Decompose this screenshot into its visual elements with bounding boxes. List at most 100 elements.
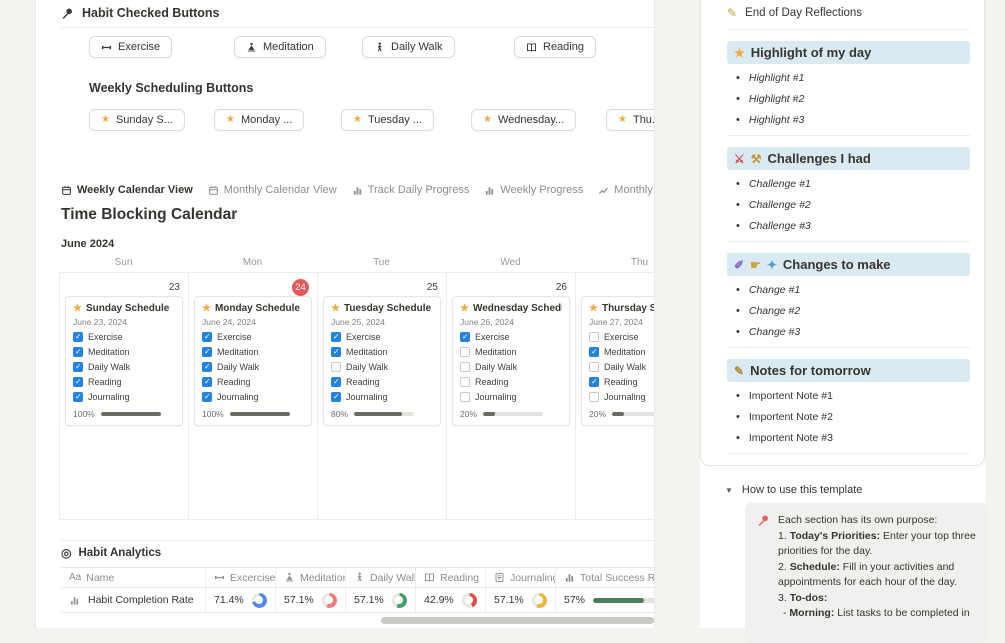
item-text: Challenge #2	[748, 199, 811, 211]
checkbox[interactable]	[589, 392, 599, 402]
card-title-row: ★ Wednesday Schedule	[460, 303, 562, 314]
value-cell-exercise: 71.4%	[206, 588, 276, 612]
item-text: Change #3	[748, 326, 801, 338]
bullet-icon: •	[736, 305, 740, 317]
analytics-table: Aa Name Excercise Meditation Daily Walk …	[61, 567, 654, 613]
habit-label: Exercise	[88, 332, 123, 342]
tab-monthly-calendar-view[interactable]: Monthly Calendar View	[208, 184, 337, 196]
habit-button-reading[interactable]: Reading	[514, 36, 596, 58]
weekly-scheduling-title: Weekly Scheduling Buttons	[89, 81, 254, 95]
howto-intro: Each section has its own purpose:	[778, 514, 938, 526]
weekly-button-thursday[interactable]: ★ Thu...	[606, 109, 654, 131]
habit-button-exercise[interactable]: Exercise	[89, 36, 173, 58]
checkbox[interactable]	[589, 362, 599, 372]
column-header-total-success[interactable]: Total Success Ra	[556, 568, 654, 587]
right-column: ✎ End of Day Reflections ★ Highlight of …	[700, 0, 988, 643]
habit-button-meditation[interactable]: Meditation	[234, 36, 326, 58]
card-date: June 26, 2024	[460, 317, 514, 327]
date-number: 25	[426, 282, 438, 293]
checkbox[interactable]	[589, 377, 599, 387]
text-type-icon: Aa	[69, 572, 82, 583]
checkbox[interactable]	[73, 347, 83, 357]
weekday-label: Mon	[242, 257, 263, 268]
habit-label: Reading	[88, 377, 122, 387]
habit-row: Daily Walk	[589, 362, 654, 372]
column-header-meditation[interactable]: Meditation	[276, 568, 346, 587]
tab-weekly-calendar-view[interactable]: Weekly Calendar View	[61, 184, 193, 196]
checkbox[interactable]	[460, 332, 470, 342]
checkbox[interactable]	[202, 347, 212, 357]
list-item: • Highlight #2	[736, 93, 970, 106]
star-icon: ★	[483, 114, 492, 125]
howto-toggle[interactable]: ▼ How to use this template	[725, 484, 862, 496]
reflections-title-row: ✎ End of Day Reflections	[727, 5, 970, 21]
progress-row: 100%	[202, 409, 304, 419]
schedule-card-wednesday[interactable]: ★ Wednesday Schedule June 26, 2024 Exerc…	[452, 296, 570, 426]
column-header-journaling[interactable]: Journaling	[486, 568, 556, 587]
checkbox[interactable]	[73, 362, 83, 372]
horizontal-scrollbar[interactable]	[381, 617, 654, 624]
checkbox[interactable]	[589, 332, 599, 342]
checkbox[interactable]	[331, 362, 341, 372]
checkbox[interactable]	[460, 392, 470, 402]
progress-bar-fill	[483, 412, 496, 416]
section-title: Highlight of my day	[750, 45, 872, 60]
list-item: • Importent Note #3	[736, 432, 970, 445]
book-icon	[526, 42, 537, 53]
calendar-icon	[61, 185, 72, 196]
weekly-button-wednesday[interactable]: ★ Wednesday...	[471, 109, 577, 131]
checkbox[interactable]	[331, 347, 341, 357]
checkbox[interactable]	[202, 377, 212, 387]
exercise-icon	[214, 572, 225, 583]
checkbox[interactable]	[73, 392, 83, 402]
progress-bar	[483, 412, 544, 416]
checkbox[interactable]	[331, 392, 341, 402]
item-text: Importent Note #3	[748, 432, 833, 444]
checkbox[interactable]	[73, 332, 83, 342]
card-title-row: ★ Sunday Schedule	[73, 303, 175, 314]
bullet-icon: •	[736, 220, 740, 232]
column-header-daily-walk[interactable]: Daily Walk	[346, 568, 416, 587]
schedule-card-sunday[interactable]: ★ Sunday Schedule June 23, 2024 Exercise…	[65, 296, 183, 426]
habit-row: Exercise	[460, 332, 562, 342]
habit-button-daily-walk[interactable]: Daily Walk	[362, 36, 455, 58]
progress-label: 100%	[202, 409, 224, 419]
tab-monthly-progress[interactable]: Monthly Progress	[598, 184, 654, 196]
end-of-day-reflections-panel: ✎ End of Day Reflections ★ Highlight of …	[700, 0, 985, 466]
tab-track-daily-progress[interactable]: Track Daily Progress	[352, 184, 469, 196]
schedule-card-monday[interactable]: ★ Monday Schedule June 24, 2024 Exercise…	[194, 296, 312, 426]
progress-ring	[461, 592, 477, 608]
habit-row: Exercise	[73, 332, 175, 342]
row-name-cell[interactable]: Habit Completion Rate	[61, 588, 206, 612]
column-label: Name	[86, 571, 115, 584]
column-header-reading[interactable]: Reading	[416, 568, 486, 587]
star-icon: ★	[734, 45, 745, 60]
star-icon: ★	[331, 303, 340, 314]
checkbox[interactable]	[202, 362, 212, 372]
checkbox[interactable]	[331, 377, 341, 387]
schedule-card-thursday[interactable]: ★ Thursday Sch June 27, 2024 Exercise Me…	[581, 296, 654, 426]
checkbox[interactable]	[460, 347, 470, 357]
button-label: Meditation	[263, 41, 314, 53]
tab-weekly-progress[interactable]: Weekly Progress	[484, 184, 583, 196]
column-header-name[interactable]: Aa Name	[61, 568, 206, 587]
weekly-button-monday[interactable]: ★ Monday ...	[214, 109, 305, 131]
bullet-icon: •	[736, 432, 740, 444]
checkbox[interactable]	[202, 332, 212, 342]
habit-row: Daily Walk	[331, 362, 433, 372]
schedule-card-tuesday[interactable]: ★ Tuesday Schedule June 25, 2024 Exercis…	[323, 296, 441, 426]
checkbox[interactable]	[73, 377, 83, 387]
weekly-button-sunday[interactable]: ★ Sunday S...	[89, 109, 185, 131]
column-label: Daily Walk	[370, 571, 416, 584]
checkbox[interactable]	[202, 392, 212, 402]
habit-label: Meditation	[346, 347, 388, 357]
checkbox[interactable]	[460, 362, 470, 372]
weekly-button-tuesday[interactable]: ★ Tuesday ...	[341, 109, 434, 131]
item-text: Change #2	[748, 305, 801, 317]
checkbox[interactable]	[331, 332, 341, 342]
calendar-column-thursday: ★ Thursday Sch June 27, 2024 Exercise Me…	[576, 273, 654, 519]
checkbox[interactable]	[589, 347, 599, 357]
column-header-exercise[interactable]: Excercise	[206, 568, 276, 587]
checkbox[interactable]	[460, 377, 470, 387]
habit-row: Journaling	[331, 392, 433, 402]
